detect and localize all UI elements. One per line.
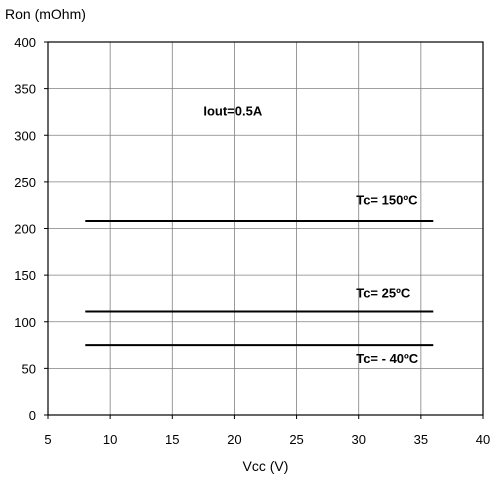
series-lines: [85, 220, 434, 347]
grid: [48, 42, 483, 415]
x-tick-label: 35: [414, 432, 428, 447]
y-tick-label: 100: [14, 315, 36, 330]
y-tick-label: 50: [22, 361, 36, 376]
x-tick-label: 20: [227, 432, 241, 447]
x-tick-label: 15: [165, 432, 179, 447]
x-axis-ticks: 5 10 15 20 25 30 35 40: [44, 415, 490, 447]
x-tick-label: 10: [103, 432, 117, 447]
y-tick-label: 150: [14, 268, 36, 283]
x-axis-title: Vcc (V): [243, 458, 289, 474]
x-tick-label: 5: [44, 432, 51, 447]
y-tick-label: 200: [14, 222, 36, 237]
y-tick-label: 0: [29, 408, 36, 423]
y-axis-title: Ron (mOhm): [5, 6, 86, 22]
annotation-label: Iout=0.5A: [203, 104, 262, 119]
y-tick-label: 400: [14, 35, 36, 50]
x-tick-label: 25: [289, 432, 303, 447]
x-tick-label: 40: [476, 432, 490, 447]
annotation-label: Tc= 25ºC: [356, 286, 411, 301]
y-tick-label: 300: [14, 128, 36, 143]
annotation-label: Tc= 150ºC: [356, 192, 418, 207]
y-tick-label: 250: [14, 175, 36, 190]
y-tick-label: 350: [14, 82, 36, 97]
x-tick-label: 30: [351, 432, 365, 447]
annotation-label: Tc= - 40ºC: [356, 351, 419, 366]
annotations: Iout=0.5A Tc= 150ºC Tc= 25ºC Tc= - 40ºC: [203, 104, 418, 366]
y-axis-ticks: 0 50 100 150 200 250 300 350 400: [14, 35, 48, 423]
